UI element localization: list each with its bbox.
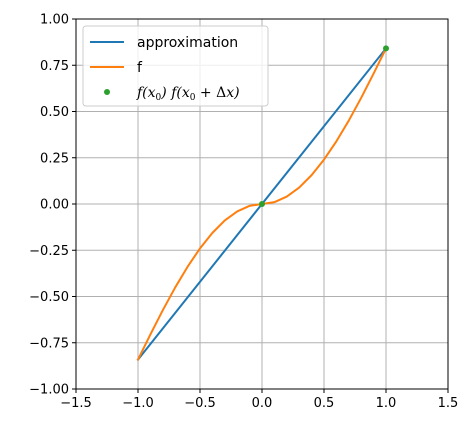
legend-swatch-points [104,89,110,95]
legend-label-f: f [137,60,143,76]
legend-label-points: f(x0) f(x0 + Δx) [136,85,240,103]
axis-ticks: −1.5 −1.0 −0.5 0.0 0.5 1.0 1.5 −1.00 −0.75 −0.50 −… [29,13,458,412]
x-tick-label: −1.5 [60,396,92,411]
x-tick-label: 0.0 [252,396,273,411]
legend-box [82,25,269,107]
y-tick-label: −0.75 [29,336,69,351]
x-tick-label: 1.5 [438,396,459,411]
y-tick-label: 0.50 [40,105,69,120]
scatter-point [259,201,265,207]
y-tick-label: 0.25 [40,151,69,166]
legend: approximation f f(x0) f(x0 + Δx) [82,25,269,107]
x-tick-label: −1.0 [122,396,154,411]
y-tick-label: −0.50 [29,290,69,305]
scatter-point [383,45,389,52]
y-tick-label: −1.00 [29,383,69,398]
y-tick-label: 0.75 [40,59,69,74]
y-tick-label: 1.00 [40,13,69,28]
legend-label-approximation: approximation [137,35,238,51]
series-layer [136,45,389,361]
x-tick-label: −0.5 [184,396,216,411]
y-tick-label: 0.00 [40,198,69,213]
y-tick-label: −0.25 [29,244,69,259]
x-tick-label: 0.5 [314,396,335,411]
x-tick-label: 1.0 [376,396,397,411]
